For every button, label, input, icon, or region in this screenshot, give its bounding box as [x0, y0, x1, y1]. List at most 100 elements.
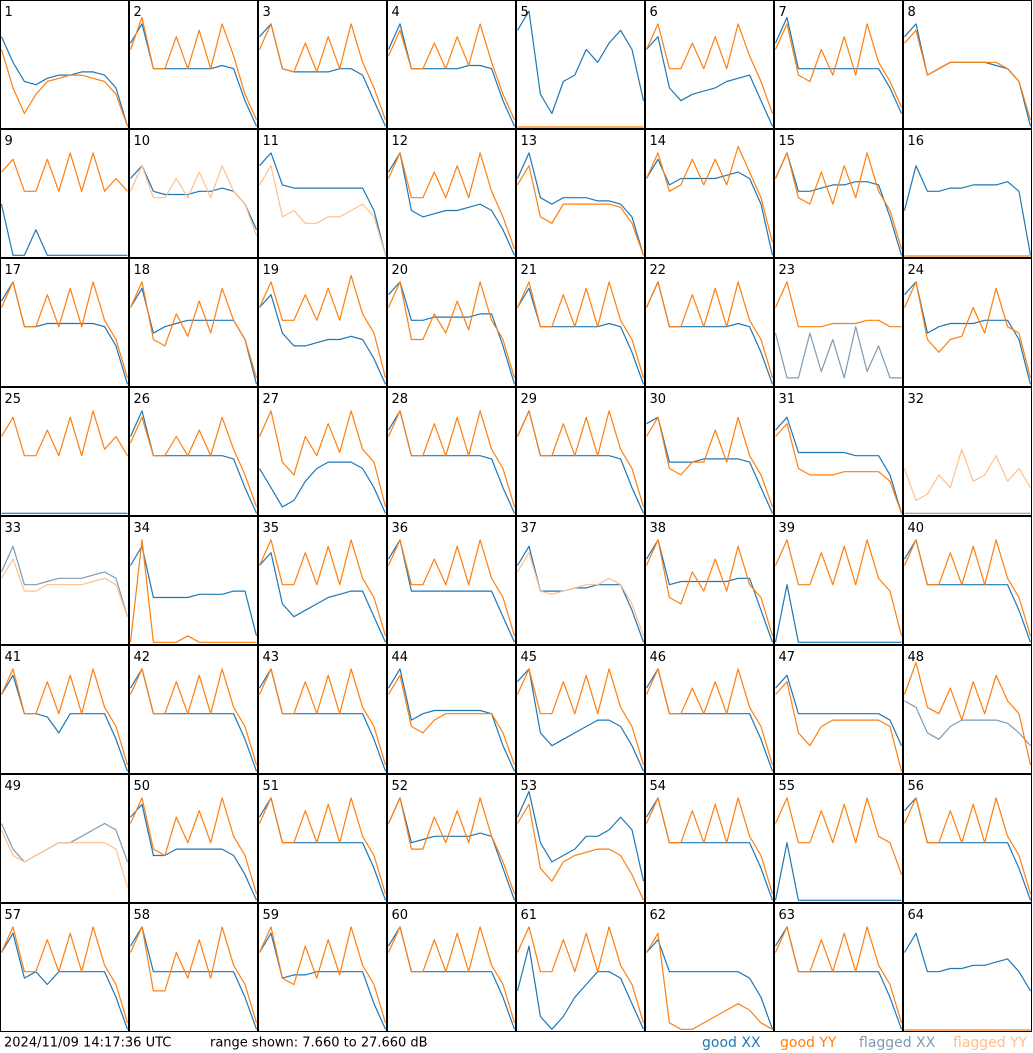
panel: 21 [516, 258, 645, 387]
xx-trace [775, 674, 903, 746]
panel-label: 24 [908, 263, 925, 278]
panel-label: 26 [134, 392, 151, 407]
yy-trace [0, 668, 129, 766]
yy-trace [258, 274, 387, 379]
xx-trace [646, 416, 774, 514]
panel: 18 [129, 258, 258, 387]
panel-box [129, 0, 258, 129]
panel-label: 48 [908, 650, 925, 665]
legend-entry: good XX [702, 1035, 761, 1051]
panel-box [774, 387, 903, 516]
panel-box [774, 258, 903, 387]
panel-box [258, 516, 387, 645]
panel: 32 [903, 387, 1032, 516]
timestamp: 2024/11/09 14:17:36 UTC [4, 1036, 171, 1051]
yy-trace [387, 281, 516, 379]
panel-label: 43 [263, 650, 280, 665]
panel-label: 54 [650, 779, 667, 794]
panel-box [645, 129, 774, 258]
panel: 48 [903, 645, 1032, 774]
panel: 15 [774, 129, 903, 258]
yy-trace [645, 539, 774, 637]
xx-trace [0, 932, 129, 1030]
panel-box [516, 387, 645, 516]
panel: 7 [774, 0, 903, 129]
xx-trace [259, 152, 387, 256]
yy-trace [774, 281, 902, 328]
yy-trace [774, 926, 903, 1024]
panel-label: 25 [5, 392, 22, 407]
yy-trace [129, 16, 258, 121]
panel-label: 13 [521, 134, 538, 149]
xx-trace [387, 152, 516, 256]
panel: 46 [645, 645, 774, 774]
panel: 8 [903, 0, 1032, 129]
panel-label: 31 [779, 392, 796, 407]
panel-label: 34 [134, 521, 151, 536]
panel-label: 12 [392, 134, 409, 149]
xx-trace [130, 803, 258, 901]
panel: 6 [645, 0, 774, 129]
yy-trace [1, 152, 128, 192]
panel-label: 49 [5, 779, 22, 794]
yy-trace [645, 281, 774, 379]
yy-trace [129, 797, 258, 895]
xx-trace [258, 461, 387, 514]
xx-trace [774, 584, 902, 643]
yy-trace [0, 829, 129, 888]
panel-label: 63 [779, 908, 796, 923]
yy-trace [0, 410, 129, 457]
panel-box [0, 0, 129, 129]
panel: 64 [903, 903, 1032, 1032]
panel-box [516, 645, 645, 774]
panel: 60 [387, 903, 516, 1032]
panel-box [129, 903, 258, 1032]
xx-trace [646, 939, 774, 1030]
xx-trace [387, 668, 516, 772]
panel-label: 42 [134, 650, 151, 665]
yy-trace [774, 152, 903, 250]
xx-trace [903, 165, 1032, 256]
panel: 51 [258, 774, 387, 903]
panel-label: 53 [521, 779, 538, 794]
xx-trace [775, 416, 903, 514]
panel-label: 56 [908, 779, 925, 794]
panel-label: 35 [263, 521, 280, 536]
panel-box [0, 516, 129, 645]
panel-box [903, 387, 1032, 516]
panel: 42 [129, 645, 258, 774]
panel-box [516, 516, 645, 645]
xx-trace [516, 10, 645, 115]
panel-box [774, 0, 903, 129]
panel-label: 57 [5, 908, 22, 923]
xx-trace [516, 790, 645, 882]
panel-box [516, 129, 645, 258]
panel: 39 [774, 516, 903, 645]
panel: 20 [387, 258, 516, 387]
xx-trace [645, 539, 774, 643]
panel-box [0, 387, 129, 516]
panel-box [774, 774, 903, 903]
yy-trace [387, 539, 516, 637]
panel-box [516, 903, 645, 1032]
xx-trace [129, 926, 258, 1030]
yy-trace [903, 281, 1032, 379]
panel-label: 40 [908, 521, 925, 536]
panel-label: 52 [392, 779, 409, 794]
panel-label: 62 [650, 908, 667, 923]
yy-trace [129, 926, 258, 1024]
panel-box [516, 774, 645, 903]
yy-trace [903, 539, 1032, 637]
yy-trace [258, 926, 387, 1024]
panel-label: 17 [5, 263, 22, 278]
yy-trace [774, 539, 903, 637]
panel-box [645, 645, 774, 774]
panel: 17 [0, 258, 129, 387]
panel-label: 64 [908, 908, 925, 923]
panel-label: 41 [5, 650, 22, 665]
yy-trace [387, 926, 516, 1024]
yy-trace [775, 423, 903, 514]
panel: 4 [387, 0, 516, 129]
panel-box [0, 258, 129, 387]
panel: 40 [903, 516, 1032, 645]
